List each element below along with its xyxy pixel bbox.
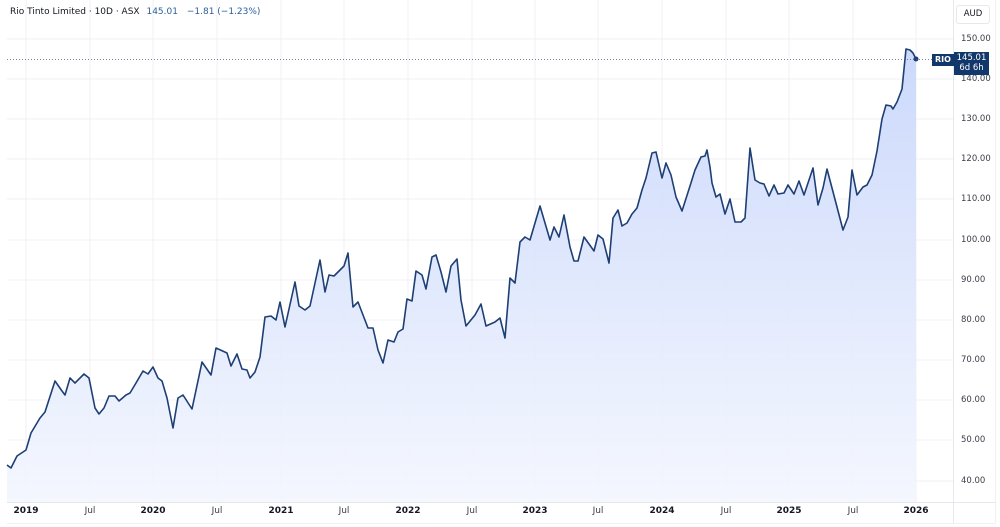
symbol-tag: RIO [932, 54, 954, 66]
y-tick-label: 50.00 [961, 435, 986, 445]
x-tick-label: Jul [592, 506, 604, 516]
y-tick-label: 130.00 [961, 114, 991, 124]
x-tick-label: 2019 [13, 506, 39, 516]
x-tick-label: 2024 [649, 506, 675, 516]
price-area-fill [7, 49, 916, 502]
y-tick-label: 70.00 [961, 355, 986, 365]
symbol-legend: Rio Tinto Limited · 10D · ASX [10, 7, 140, 17]
last-price-dot [913, 56, 919, 62]
y-tick-label: 60.00 [961, 395, 986, 405]
x-tick-label: 2025 [776, 506, 802, 516]
x-tick-label: 2021 [268, 506, 294, 516]
x-tick-label: 2026 [903, 506, 929, 516]
last-price-tag: 145.01 6d 6h [954, 52, 989, 75]
y-tick-label: 150.00 [961, 34, 991, 44]
price-change: −1.81 (−1.23%) [186, 7, 261, 17]
x-tick-label: 2020 [140, 506, 166, 516]
price-tag-countdown: 6d 6h [959, 63, 984, 73]
last-price-value: 145.01 [146, 7, 178, 17]
y-tick-label: 80.00 [961, 315, 986, 325]
y-tick-label: 140.00 [961, 74, 991, 84]
y-tick-label: 110.00 [961, 194, 991, 204]
price-line [6, 48, 917, 469]
y-tick-label: 100.00 [961, 235, 991, 245]
x-tick-label: 2023 [522, 506, 548, 516]
chart-legend[interactable]: Rio Tinto Limited · 10D · ASX 145.01 −1.… [10, 7, 260, 17]
currency-button[interactable]: AUD [956, 5, 990, 24]
x-tick-label: Jul [720, 506, 732, 516]
y-tick-label: 120.00 [961, 154, 991, 164]
y-tick-label: 90.00 [961, 275, 986, 285]
x-tick-label: Jul [466, 506, 478, 516]
x-tick-label: Jul [847, 506, 859, 516]
x-tick-label: Jul [338, 506, 350, 516]
price-tag-value: 145.01 [956, 53, 987, 63]
x-tick-label: Jul [211, 506, 223, 516]
x-tick-label: Jul [84, 506, 96, 516]
x-tick-label: 2022 [395, 506, 421, 516]
y-tick-label: 40.00 [961, 476, 986, 486]
